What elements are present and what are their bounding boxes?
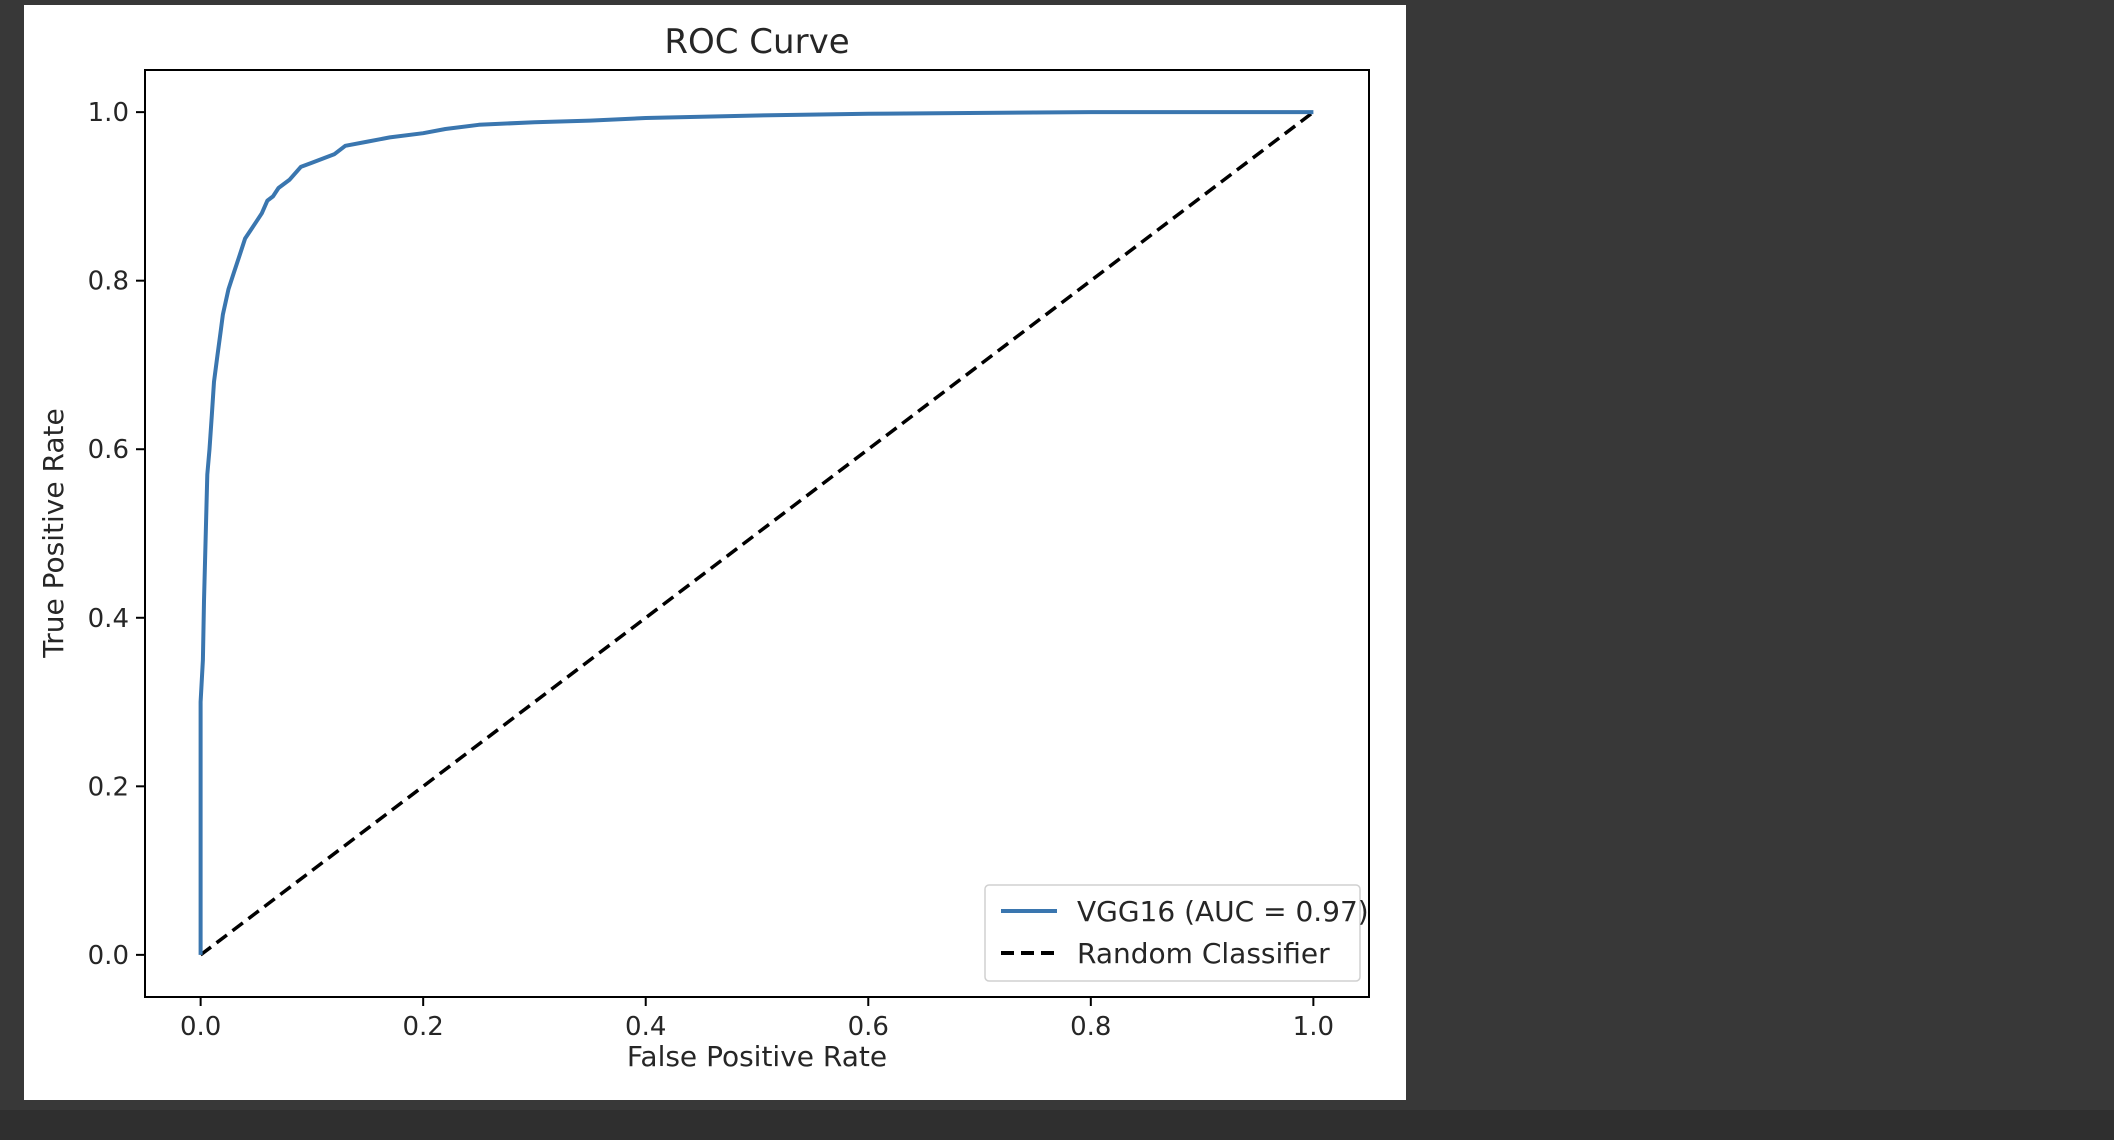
x-tick-label: 0.0 [180, 1012, 221, 1042]
roc-curve-line [198, 110, 1314, 955]
random-classifier-line [199, 110, 1315, 957]
output-area-strip [0, 1110, 2114, 1140]
legend-label-roc: VGG16 (AUC = 0.97) [1077, 895, 1369, 928]
x-tick-label: 0.2 [403, 1012, 444, 1042]
x-tick-label: 0.8 [1070, 1012, 1111, 1042]
x-tick-label: 0.4 [625, 1012, 666, 1042]
y-tick-label: 0.4 [88, 604, 129, 634]
y-tick-label: 0.8 [88, 267, 129, 297]
y-tick-label: 0.2 [88, 772, 129, 802]
plot-layer [198, 110, 1315, 957]
y-axis-title: True Positive Rate [37, 408, 70, 658]
x-tick-label: 1.0 [1293, 1012, 1334, 1042]
y-tick-label: 1.0 [88, 98, 129, 128]
legend-box [984, 884, 1361, 982]
legend: VGG16 (AUC = 0.97) Random Classifier [984, 884, 1369, 982]
chart-title: ROC Curve [664, 22, 849, 62]
y-tick-label: 0.6 [88, 435, 129, 465]
y-tick-label: 0.0 [88, 941, 129, 971]
chart-figure: ROC Curve 0.0 0.2 0.4 0.6 0.8 1.0 0.0 0.2 0.4 0.6… [24, 5, 1406, 1100]
axes-frame [144, 69, 1370, 998]
roc-chart: ROC Curve 0.0 0.2 0.4 0.6 0.8 1.0 0.0 0.2 0.4 0.6… [24, 5, 1406, 1100]
ticks-layer: 0.0 0.2 0.4 0.6 0.8 1.0 0.0 0.2 0.4 0.6 0.8 1.0 [88, 98, 1334, 1042]
x-tick-label: 0.6 [848, 1012, 889, 1042]
legend-label-random: Random Classifier [1077, 937, 1330, 970]
x-axis-title: False Positive Rate [627, 1040, 887, 1073]
